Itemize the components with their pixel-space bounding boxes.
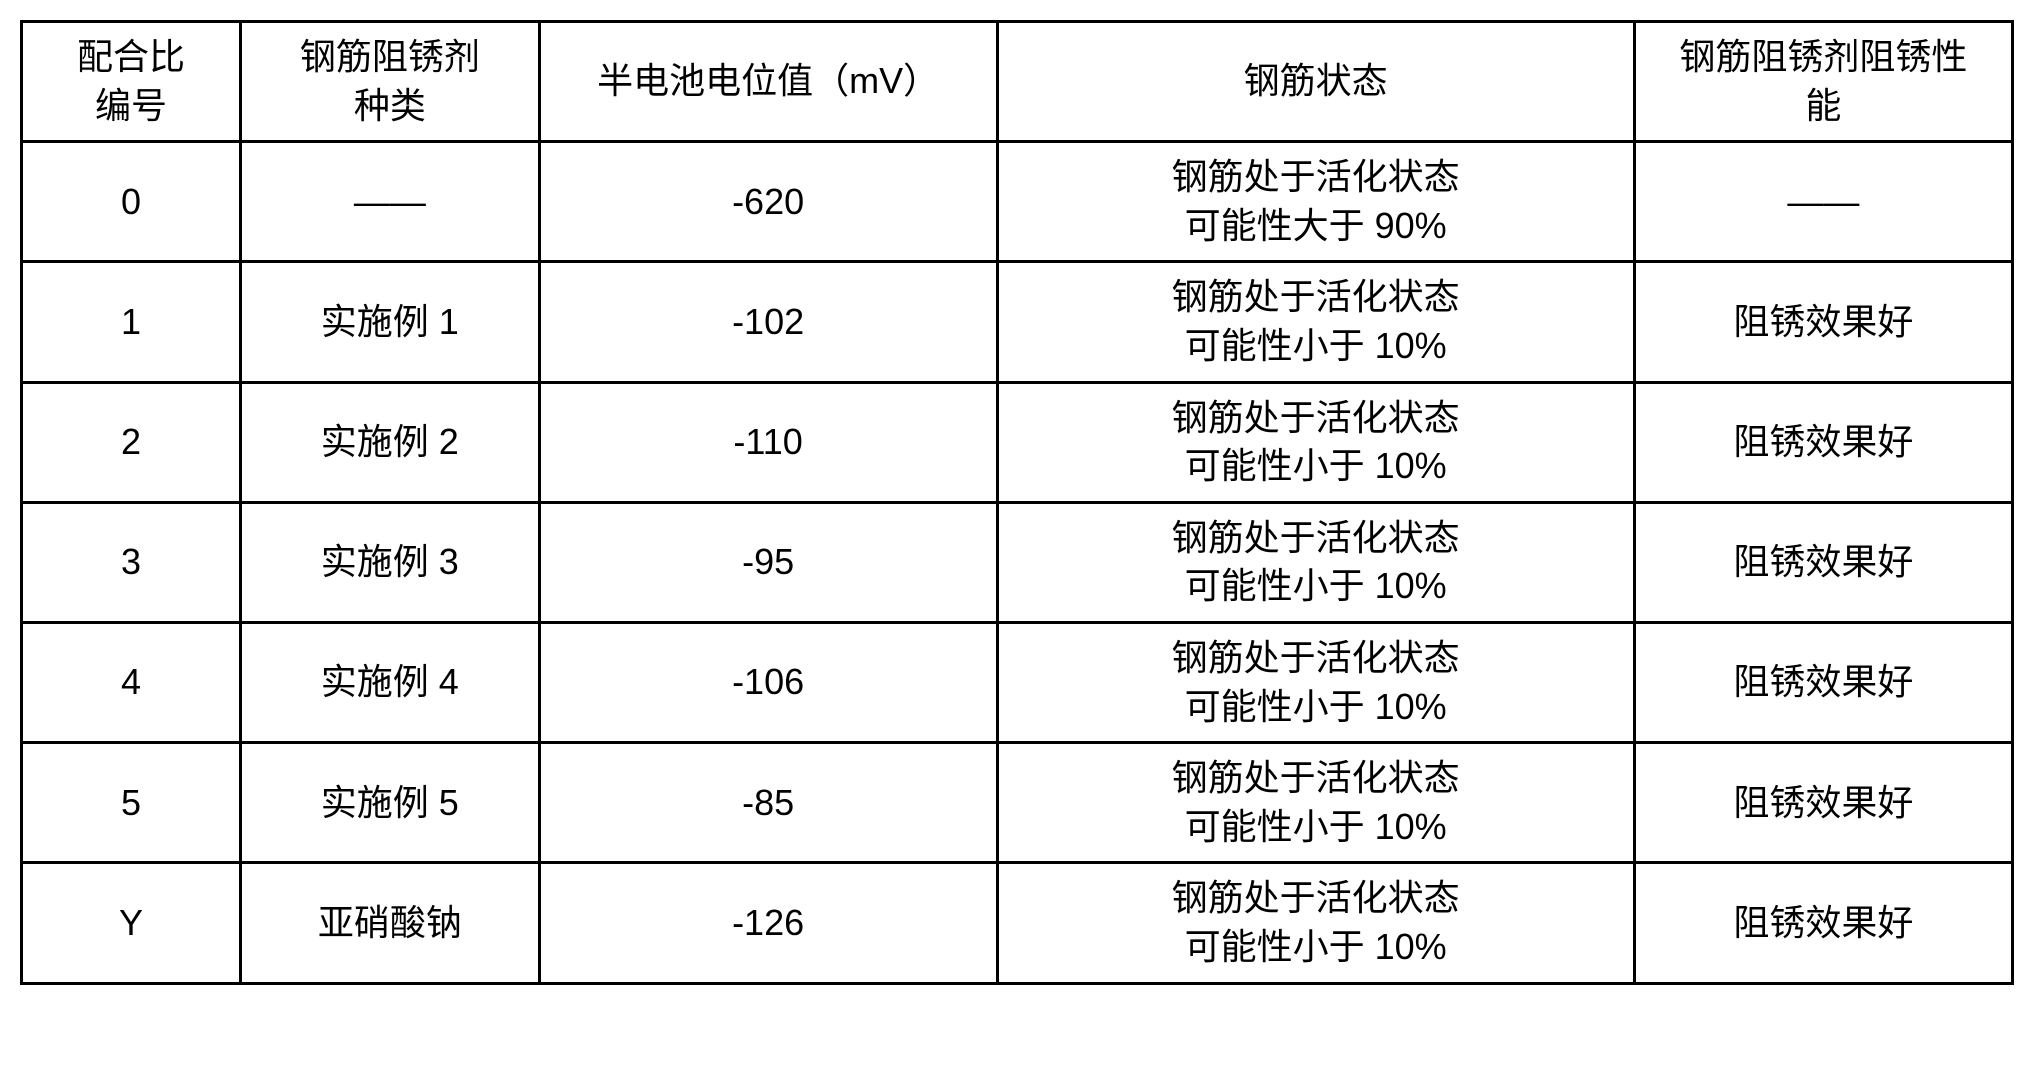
cell-potential: -106 bbox=[539, 622, 997, 742]
state-line2: 可能性小于 10% bbox=[1007, 803, 1625, 852]
col-header-inhibitor-type: 钢筋阻锈剂 种类 bbox=[241, 22, 540, 142]
table-row: 0 —— -620 钢筋处于活化状态 可能性大于 90% —— bbox=[22, 142, 2013, 262]
cell-potential: -126 bbox=[539, 863, 997, 983]
cell-potential: -620 bbox=[539, 142, 997, 262]
table-head: 配合比 编号 钢筋阻锈剂 种类 半电池电位值（mV） 钢筋状态 钢筋阻锈剂阻锈性… bbox=[22, 22, 2013, 142]
cell-rebar-state: 钢筋处于活化状态 可能性小于 10% bbox=[997, 622, 1634, 742]
cell-rebar-state: 钢筋处于活化状态 可能性小于 10% bbox=[997, 382, 1634, 502]
state-line2: 可能性大于 90% bbox=[1007, 202, 1625, 251]
cell-mix-id: 0 bbox=[22, 142, 241, 262]
cell-potential: -85 bbox=[539, 743, 997, 863]
cell-performance: 阻锈效果好 bbox=[1634, 622, 2012, 742]
cell-mix-id: 3 bbox=[22, 502, 241, 622]
state-line1: 钢筋处于活化状态 bbox=[1007, 273, 1625, 322]
state-line1: 钢筋处于活化状态 bbox=[1007, 394, 1625, 443]
cell-mix-id: 4 bbox=[22, 622, 241, 742]
cell-performance: 阻锈效果好 bbox=[1634, 863, 2012, 983]
table-body: 0 —— -620 钢筋处于活化状态 可能性大于 90% —— 1 实施例 1 … bbox=[22, 142, 2013, 983]
cell-performance: —— bbox=[1634, 142, 2012, 262]
cell-mix-id: Y bbox=[22, 863, 241, 983]
col-header-mix-id: 配合比 编号 bbox=[22, 22, 241, 142]
cell-rebar-state: 钢筋处于活化状态 可能性小于 10% bbox=[997, 863, 1634, 983]
cell-potential: -102 bbox=[539, 262, 997, 382]
cell-inhibitor-type: —— bbox=[241, 142, 540, 262]
data-table: 配合比 编号 钢筋阻锈剂 种类 半电池电位值（mV） 钢筋状态 钢筋阻锈剂阻锈性… bbox=[20, 20, 2014, 985]
header-row: 配合比 编号 钢筋阻锈剂 种类 半电池电位值（mV） 钢筋状态 钢筋阻锈剂阻锈性… bbox=[22, 22, 2013, 142]
state-line1: 钢筋处于活化状态 bbox=[1007, 874, 1625, 923]
state-line2: 可能性小于 10% bbox=[1007, 322, 1625, 371]
col-header-rebar-state: 钢筋状态 bbox=[997, 22, 1634, 142]
state-line2: 可能性小于 10% bbox=[1007, 442, 1625, 491]
col-header-performance: 钢筋阻锈剂阻锈性 能 bbox=[1634, 22, 2012, 142]
col-header-text-l2: 能 bbox=[1644, 82, 2003, 131]
col-header-text: 半电池电位值（mV） bbox=[597, 60, 939, 101]
cell-performance: 阻锈效果好 bbox=[1634, 262, 2012, 382]
cell-potential: -95 bbox=[539, 502, 997, 622]
cell-performance: 阻锈效果好 bbox=[1634, 502, 2012, 622]
cell-mix-id: 2 bbox=[22, 382, 241, 502]
state-line1: 钢筋处于活化状态 bbox=[1007, 514, 1625, 563]
state-line1: 钢筋处于活化状态 bbox=[1007, 634, 1625, 683]
cell-inhibitor-type: 实施例 1 bbox=[241, 262, 540, 382]
col-header-text-l2: 编号 bbox=[31, 82, 231, 131]
cell-inhibitor-type: 实施例 3 bbox=[241, 502, 540, 622]
col-header-potential: 半电池电位值（mV） bbox=[539, 22, 997, 142]
col-header-text-l1: 配合比 bbox=[31, 33, 231, 82]
cell-rebar-state: 钢筋处于活化状态 可能性小于 10% bbox=[997, 743, 1634, 863]
cell-inhibitor-type: 实施例 5 bbox=[241, 743, 540, 863]
cell-inhibitor-type: 实施例 4 bbox=[241, 622, 540, 742]
cell-rebar-state: 钢筋处于活化状态 可能性小于 10% bbox=[997, 502, 1634, 622]
table-row: 2 实施例 2 -110 钢筋处于活化状态 可能性小于 10% 阻锈效果好 bbox=[22, 382, 2013, 502]
cell-performance: 阻锈效果好 bbox=[1634, 743, 2012, 863]
cell-performance: 阻锈效果好 bbox=[1634, 382, 2012, 502]
table-row: 3 实施例 3 -95 钢筋处于活化状态 可能性小于 10% 阻锈效果好 bbox=[22, 502, 2013, 622]
col-header-text: 钢筋状态 bbox=[1244, 60, 1388, 101]
table-row: 4 实施例 4 -106 钢筋处于活化状态 可能性小于 10% 阻锈效果好 bbox=[22, 622, 2013, 742]
state-line2: 可能性小于 10% bbox=[1007, 923, 1625, 972]
table-row: 1 实施例 1 -102 钢筋处于活化状态 可能性小于 10% 阻锈效果好 bbox=[22, 262, 2013, 382]
cell-mix-id: 1 bbox=[22, 262, 241, 382]
col-header-text-l2: 种类 bbox=[250, 82, 530, 131]
state-line1: 钢筋处于活化状态 bbox=[1007, 754, 1625, 803]
cell-mix-id: 5 bbox=[22, 743, 241, 863]
cell-rebar-state: 钢筋处于活化状态 可能性大于 90% bbox=[997, 142, 1634, 262]
table-row: Y 亚硝酸钠 -126 钢筋处于活化状态 可能性小于 10% 阻锈效果好 bbox=[22, 863, 2013, 983]
cell-inhibitor-type: 亚硝酸钠 bbox=[241, 863, 540, 983]
col-header-text-l1: 钢筋阻锈剂阻锈性 bbox=[1644, 33, 2003, 82]
table-wrapper: 配合比 编号 钢筋阻锈剂 种类 半电池电位值（mV） 钢筋状态 钢筋阻锈剂阻锈性… bbox=[20, 20, 2014, 985]
state-line2: 可能性小于 10% bbox=[1007, 562, 1625, 611]
col-header-text-l1: 钢筋阻锈剂 bbox=[250, 33, 530, 82]
cell-rebar-state: 钢筋处于活化状态 可能性小于 10% bbox=[997, 262, 1634, 382]
state-line2: 可能性小于 10% bbox=[1007, 683, 1625, 732]
cell-potential: -110 bbox=[539, 382, 997, 502]
table-row: 5 实施例 5 -85 钢筋处于活化状态 可能性小于 10% 阻锈效果好 bbox=[22, 743, 2013, 863]
cell-inhibitor-type: 实施例 2 bbox=[241, 382, 540, 502]
state-line1: 钢筋处于活化状态 bbox=[1007, 153, 1625, 202]
